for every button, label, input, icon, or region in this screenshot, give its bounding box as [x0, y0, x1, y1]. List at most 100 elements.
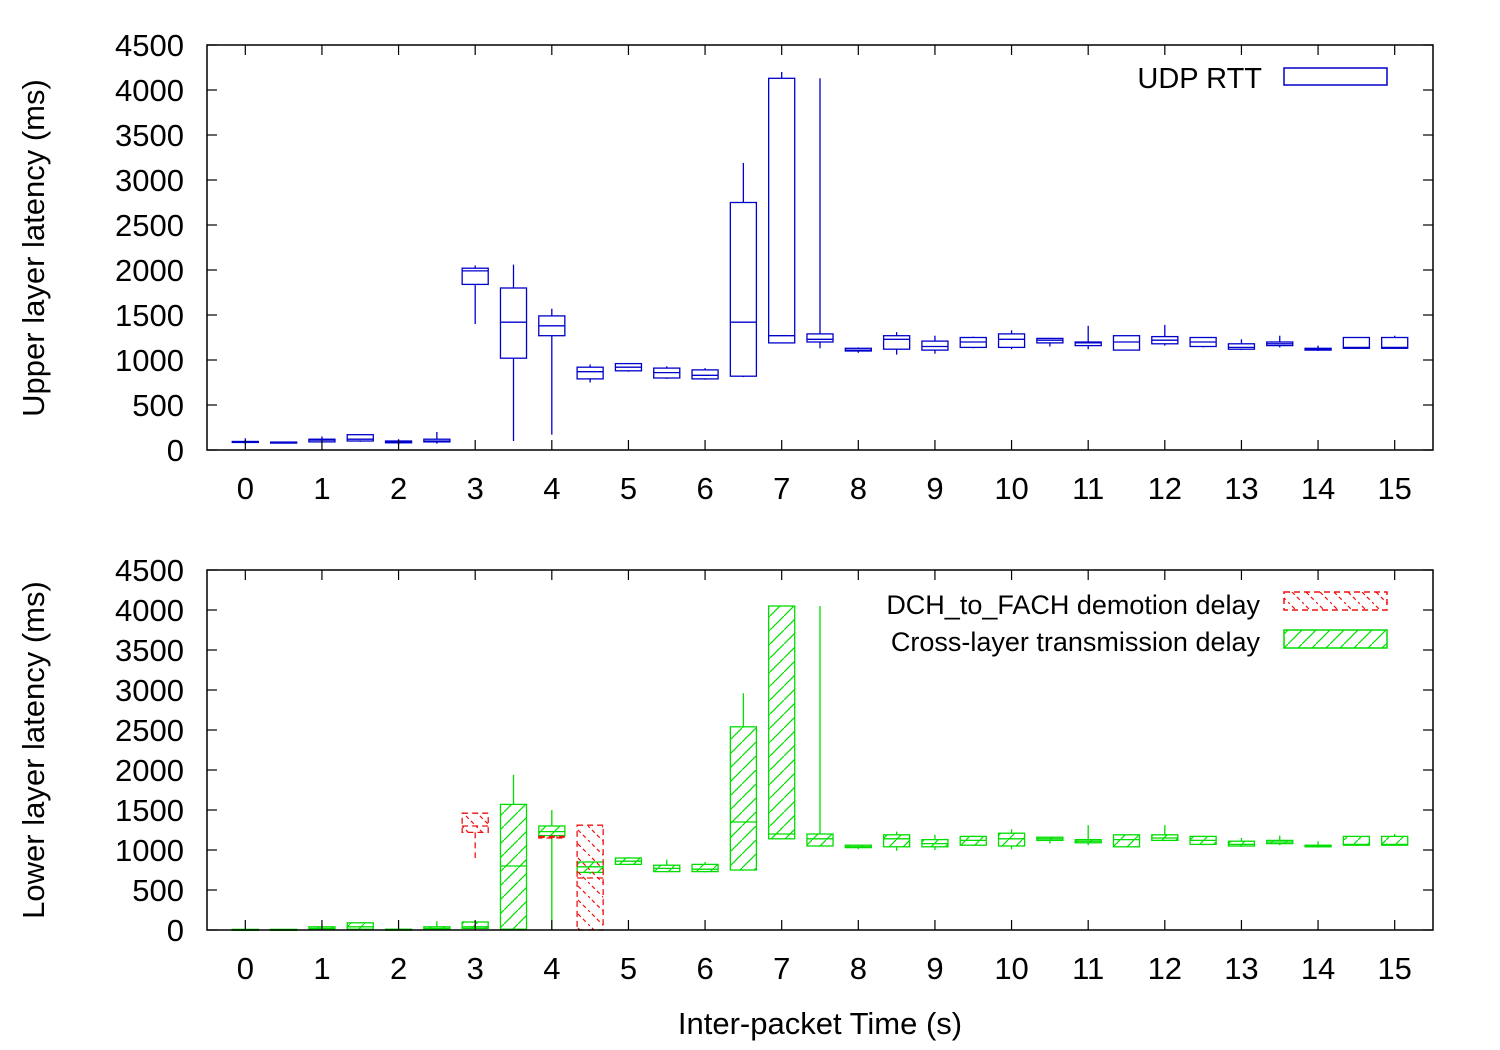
- box-upper-udp-rtt: [691, 368, 719, 380]
- x-tick-label: 10: [994, 951, 1028, 986]
- x-tick-label: 14: [1301, 951, 1335, 986]
- box-upper-udp-rtt: [614, 362, 643, 372]
- box-body: [1227, 343, 1256, 350]
- x-tick-label: 8: [850, 471, 867, 506]
- box-lower-crosslayer: [997, 829, 1026, 850]
- lower-y-ticks: 0 500 1000 1500 2000 2500 3000 3500 4000 4500: [115, 553, 1433, 948]
- x-tick-label: 6: [696, 951, 713, 986]
- box-body: [882, 834, 911, 848]
- x-tick-label: 0: [237, 951, 254, 986]
- box-lower-crosslayer: [959, 835, 987, 846]
- y-tick-label: 1000: [115, 343, 184, 378]
- box-body: [729, 201, 758, 377]
- y-tick-label: 0: [167, 433, 184, 468]
- box-body: [882, 335, 911, 350]
- box-lower-crosslayer: [1342, 835, 1371, 846]
- box-body: [1381, 835, 1409, 846]
- box-upper-udp-rtt: [576, 364, 604, 383]
- y-tick-label: 2000: [115, 753, 184, 788]
- y-tick-label: 4000: [115, 73, 184, 108]
- y-tick-label: 4000: [115, 593, 184, 628]
- box-body: [806, 333, 834, 343]
- y-tick-label: 4500: [115, 553, 184, 588]
- box-lower-crosslayer: [423, 921, 451, 930]
- box-upper-udp-rtt: [1266, 335, 1294, 348]
- box-upper-udp-rtt: [882, 332, 911, 355]
- box-lower-crosslayer: [1074, 825, 1102, 846]
- box-body: [576, 366, 604, 380]
- box-lower-crosslayer: [806, 606, 834, 847]
- x-tick-label: 1: [313, 471, 330, 506]
- upper-x-ticks: 0 1 2 3 4 5 6 7 8 9 10 11 12 13 14 15: [237, 45, 1412, 506]
- y-tick-label: 3000: [115, 163, 184, 198]
- y-tick-label: 1000: [115, 833, 184, 868]
- box-upper-udp-rtt: [1342, 336, 1371, 349]
- box-lower-demotion: [576, 824, 604, 931]
- box-upper-udp-rtt: [921, 335, 949, 354]
- legend-swatch-demotion-delay: [1283, 591, 1388, 611]
- box-lower-crosslayer: [653, 859, 681, 873]
- upper-plot-marks: [231, 72, 1409, 445]
- box-lower-crosslayer: [1381, 834, 1409, 846]
- x-axis-label: Inter-packet Time (s): [678, 1006, 962, 1041]
- box-lower-crosslayer: [538, 810, 566, 930]
- box-upper-udp-rtt: [346, 434, 374, 442]
- box-body: [997, 333, 1026, 349]
- y-tick-label: 2500: [115, 208, 184, 243]
- box-upper-udp-rtt: [538, 308, 566, 435]
- y-tick-label: 1500: [115, 298, 184, 333]
- box-body: [768, 605, 796, 840]
- box-body: [691, 863, 719, 873]
- box-lower-crosslayer: [691, 862, 719, 873]
- box-lower-crosslayer: [882, 831, 911, 851]
- box-lower-crosslayer: [1266, 835, 1294, 846]
- box-body: [806, 833, 834, 847]
- box-upper-udp-rtt: [269, 441, 298, 444]
- box-upper-udp-rtt: [1112, 335, 1141, 351]
- x-tick-label: 4: [543, 471, 560, 506]
- box-body: [346, 922, 374, 930]
- y-tick-label: 2000: [115, 253, 184, 288]
- box-lower-crosslayer: [921, 834, 949, 850]
- box-upper-udp-rtt: [997, 330, 1026, 350]
- box-lower-crosslayer: [346, 922, 374, 930]
- box-lower-crosslayer: [1151, 825, 1179, 842]
- x-tick-label: 7: [773, 951, 790, 986]
- x-tick-label: 15: [1377, 951, 1411, 986]
- legend-label-cross-layer-delay: Cross-layer transmission delay: [891, 627, 1261, 657]
- lower-plot-marks: [231, 605, 1409, 932]
- box-body: [997, 832, 1026, 847]
- box-body: [1227, 840, 1256, 847]
- x-tick-label: 5: [620, 951, 637, 986]
- x-tick-label: 12: [1148, 951, 1182, 986]
- box-upper-udp-rtt: [1304, 345, 1332, 351]
- lower-legend: DCH_to_FACH demotion delay Cross-layer t…: [886, 590, 1388, 657]
- x-tick-label: 3: [467, 951, 484, 986]
- box-body: [691, 369, 719, 380]
- x-tick-label: 13: [1224, 951, 1258, 986]
- y-tick-label: 2500: [115, 713, 184, 748]
- box-lower-crosslayer: [1036, 836, 1064, 844]
- box-body: [1381, 336, 1409, 349]
- x-tick-label: 3: [467, 471, 484, 506]
- x-tick-label: 14: [1301, 471, 1335, 506]
- x-tick-label: 15: [1377, 471, 1411, 506]
- box-upper-udp-rtt: [806, 78, 834, 349]
- legend-label-udp-rtt: UDP RTT: [1137, 63, 1262, 95]
- box-body: [499, 287, 528, 359]
- x-tick-label: 6: [696, 471, 713, 506]
- lower-y-axis-label: Lower layer latency (ms): [16, 581, 51, 919]
- box-upper-udp-rtt: [461, 265, 489, 324]
- box-body: [921, 340, 949, 351]
- box-body: [768, 77, 796, 344]
- x-tick-label: 8: [850, 951, 867, 986]
- x-tick-label: 7: [773, 471, 790, 506]
- box-lower-crosslayer: [844, 844, 872, 850]
- lower-plot-frame: [206, 569, 1434, 931]
- x-tick-label: 11: [1072, 471, 1104, 506]
- y-tick-label: 0: [167, 913, 184, 948]
- y-tick-label: 1500: [115, 793, 184, 828]
- box-lower-crosslayer: [768, 605, 796, 840]
- upper-y-axis-label: Upper layer latency (ms): [16, 79, 51, 417]
